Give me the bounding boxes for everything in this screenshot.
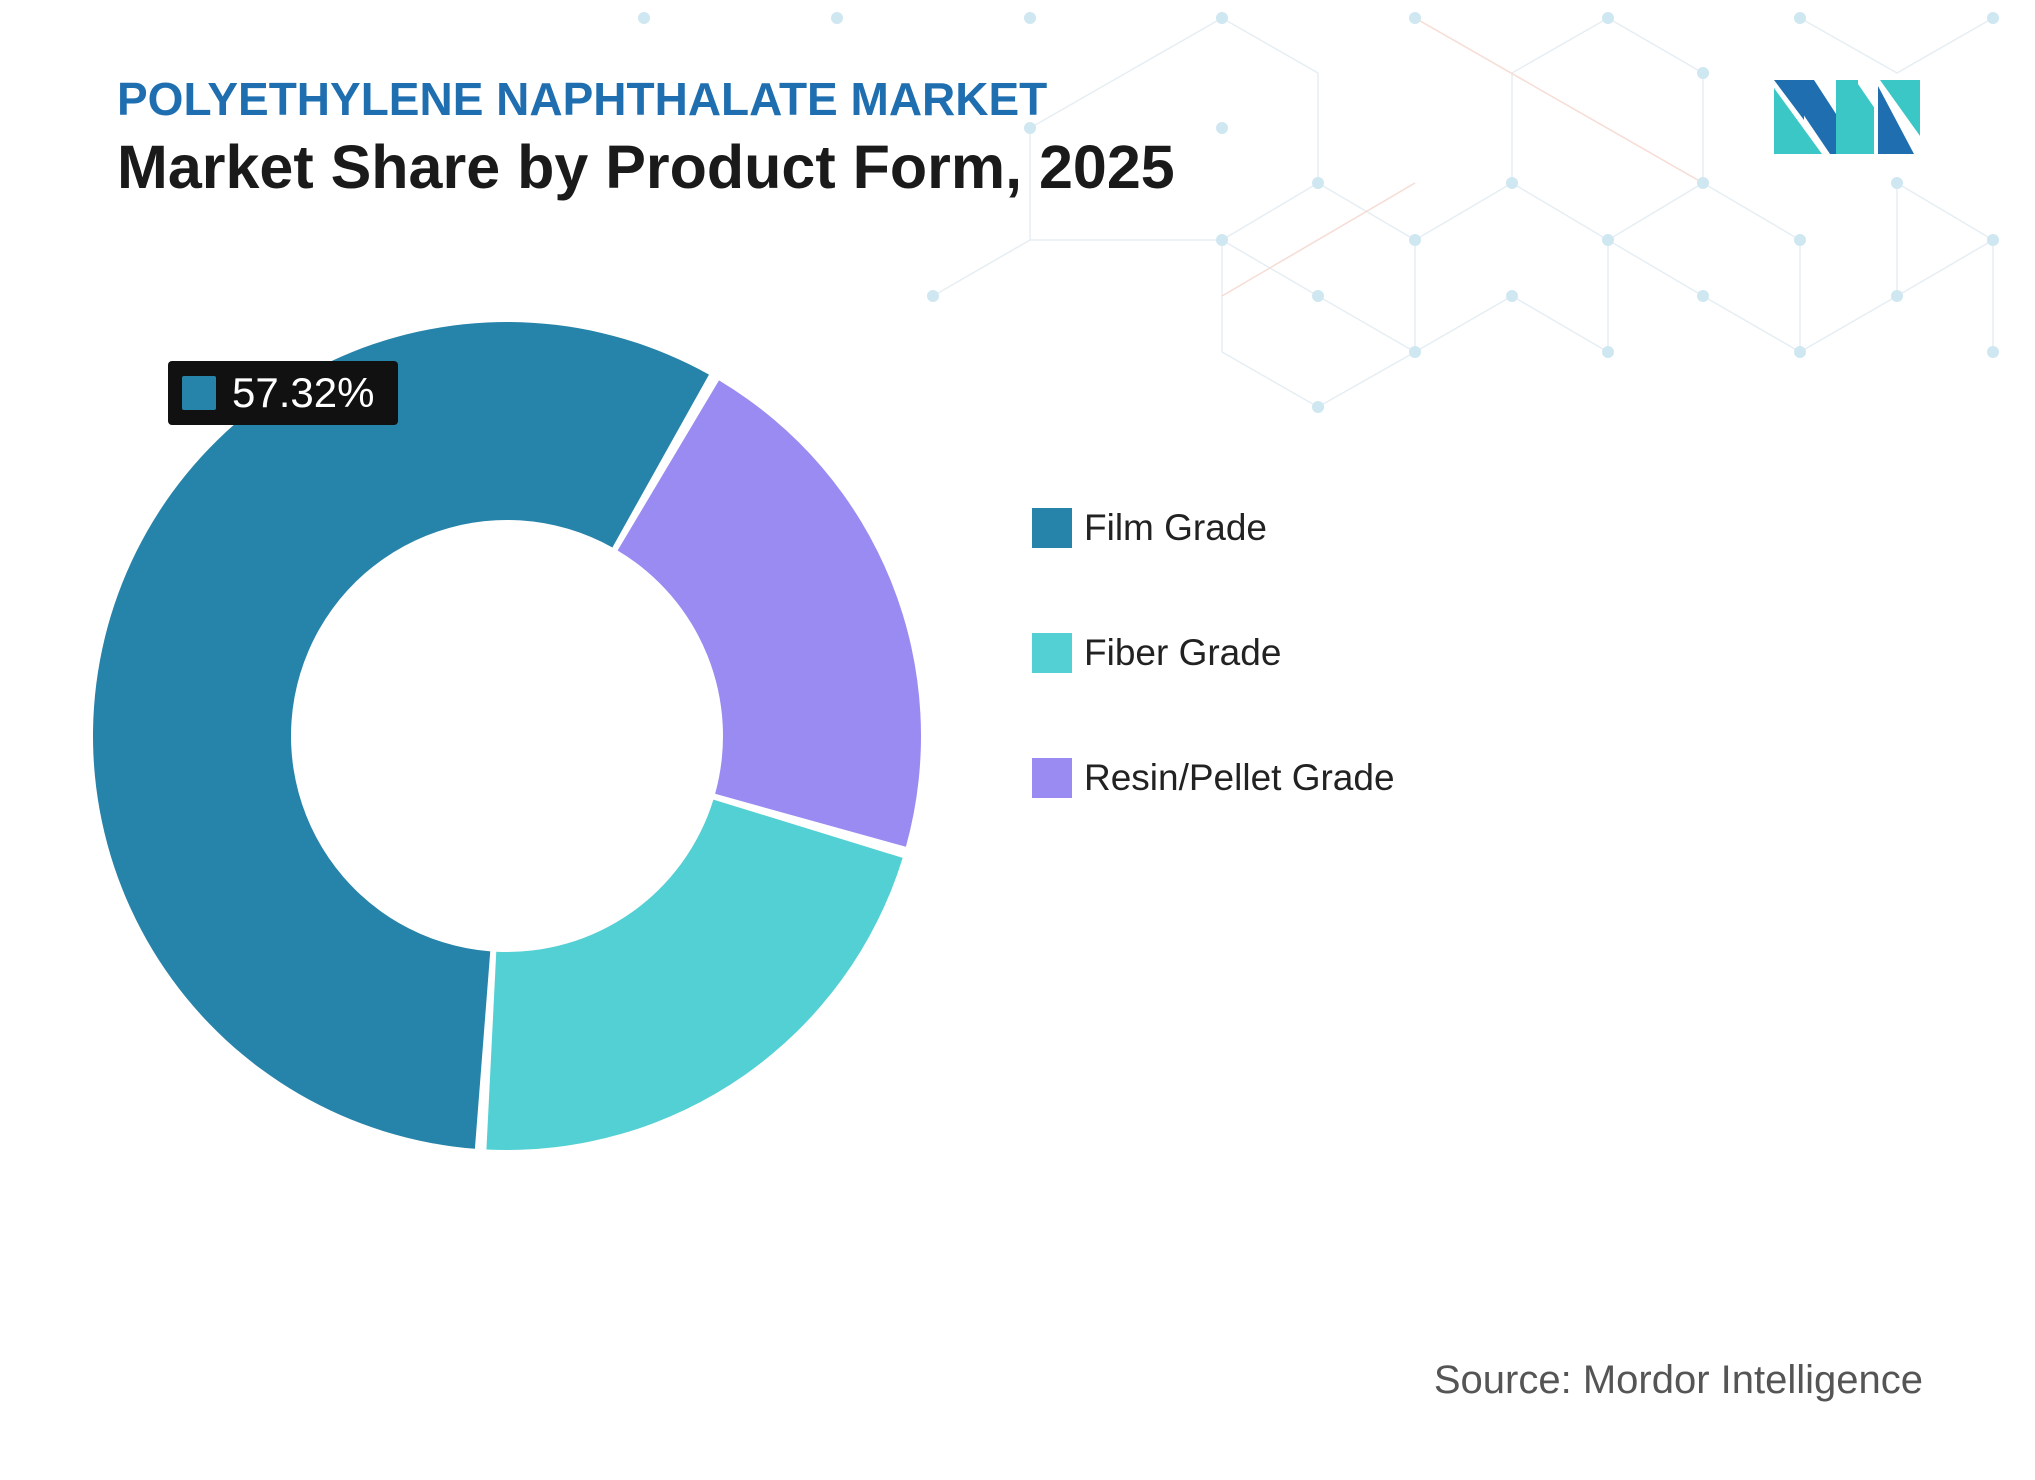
source-note: Source: Mordor Intelligence bbox=[1433, 1358, 1923, 1402]
background-pattern-dot bbox=[1216, 12, 1228, 24]
legend-item-fiber-grade: Fiber Grade bbox=[1032, 623, 1395, 683]
background-pattern-dot bbox=[1409, 12, 1421, 24]
background-pattern-dot bbox=[927, 290, 939, 302]
logo-mid-slant bbox=[1836, 80, 1874, 154]
background-pattern-dot bbox=[1506, 177, 1518, 189]
legend-label: Resin/Pellet Grade bbox=[1084, 757, 1395, 798]
background-pattern-dot bbox=[1216, 234, 1228, 246]
background-pattern-dot bbox=[1987, 234, 1999, 246]
data-label-swatch bbox=[182, 376, 216, 410]
background-pattern-dot bbox=[1697, 290, 1709, 302]
background-pattern-dot bbox=[1312, 177, 1324, 189]
background-pattern-line bbox=[1607, 182, 1704, 241]
background-pattern-line bbox=[1221, 182, 1319, 241]
legend-label: Film Grade bbox=[1084, 507, 1267, 548]
background-pattern-dot bbox=[1602, 12, 1614, 24]
background-pattern-dot bbox=[1987, 346, 1999, 358]
legend-label: Fiber Grade bbox=[1084, 632, 1282, 673]
background-pattern-line bbox=[1414, 182, 1513, 241]
legend-swatch-film-grade bbox=[1032, 508, 1072, 548]
background-pattern-dot bbox=[1602, 346, 1614, 358]
background-pattern-line bbox=[1511, 295, 1609, 353]
background-pattern-line bbox=[1414, 295, 1513, 353]
background-pattern-dot bbox=[1987, 12, 1999, 24]
background-pattern-line bbox=[1896, 17, 1994, 74]
legend-swatch-resin-pellet-grade bbox=[1032, 758, 1072, 798]
background-pattern-dot bbox=[1312, 290, 1324, 302]
mordor-intelligence-logo-icon bbox=[1774, 80, 1920, 154]
background-pattern-dot bbox=[1697, 177, 1709, 189]
background-pattern-line bbox=[1702, 182, 1801, 241]
slice-film-grade bbox=[92, 321, 709, 1149]
background-pattern-line bbox=[1029, 17, 1223, 129]
legend-item-film-grade: Film Grade bbox=[1032, 498, 1395, 558]
background-pattern-line bbox=[1702, 295, 1801, 353]
background-pattern-dot bbox=[1794, 346, 1806, 358]
chart-title: Market Share by Product Form, 2025 bbox=[117, 133, 1175, 201]
background-pattern-line bbox=[1607, 17, 1704, 74]
background-pattern-line bbox=[1799, 17, 1898, 74]
data-label-value: 57.32% bbox=[232, 369, 375, 416]
legend-item-resin-pellet-grade: Resin/Pellet Grade bbox=[1032, 748, 1395, 808]
chart-kicker: POLYETHYLENE NAPHTHALATE MARKET bbox=[117, 73, 1048, 125]
background-pattern-dot bbox=[1891, 290, 1903, 302]
background-pattern-line bbox=[1317, 351, 1416, 408]
background-pattern-dot bbox=[1794, 234, 1806, 246]
background-pattern-line bbox=[1799, 295, 1898, 353]
background-pattern-dot bbox=[1697, 67, 1709, 79]
background-pattern-line bbox=[1511, 17, 1609, 74]
background-pattern-dot bbox=[1024, 122, 1036, 134]
background-pattern-dot bbox=[1602, 234, 1614, 246]
background-pattern-accent-line bbox=[1414, 17, 1704, 184]
background-pattern-line bbox=[1317, 295, 1416, 353]
background-pattern-dot bbox=[1409, 234, 1421, 246]
background-pattern-dot bbox=[1891, 177, 1903, 189]
logo-right-bottom bbox=[1878, 86, 1914, 154]
background-pattern-dot bbox=[1794, 12, 1806, 24]
background-pattern-dot bbox=[638, 12, 650, 24]
background-pattern-dot bbox=[831, 12, 843, 24]
background-pattern-dot bbox=[1024, 12, 1036, 24]
background-pattern-line bbox=[1221, 17, 1319, 74]
background-pattern-dot bbox=[1409, 346, 1421, 358]
background-pattern-line bbox=[1896, 239, 1994, 297]
background-pattern-line bbox=[1607, 239, 1704, 297]
background-pattern-dot bbox=[1506, 290, 1518, 302]
logo-right-block bbox=[1880, 80, 1920, 136]
background-pattern-line bbox=[1511, 182, 1609, 241]
background-pattern-accent-line bbox=[1221, 182, 1416, 297]
background-pattern-dot bbox=[1216, 122, 1228, 134]
background-pattern-dot bbox=[1312, 401, 1324, 413]
slice-resin-pellet-grade bbox=[617, 380, 921, 847]
slice-fiber-grade bbox=[486, 799, 903, 1150]
background-pattern-line bbox=[1221, 351, 1319, 408]
film-grade-data-label: 57.32% bbox=[168, 361, 398, 425]
legend-swatch-fiber-grade bbox=[1032, 633, 1072, 673]
background-pattern-line bbox=[1896, 182, 1994, 241]
background-pattern-line bbox=[932, 239, 1031, 297]
logo-left-slant bbox=[1774, 88, 1822, 154]
chart-legend: Film Grade Fiber Grade Resin/Pellet Grad… bbox=[1032, 498, 1395, 873]
